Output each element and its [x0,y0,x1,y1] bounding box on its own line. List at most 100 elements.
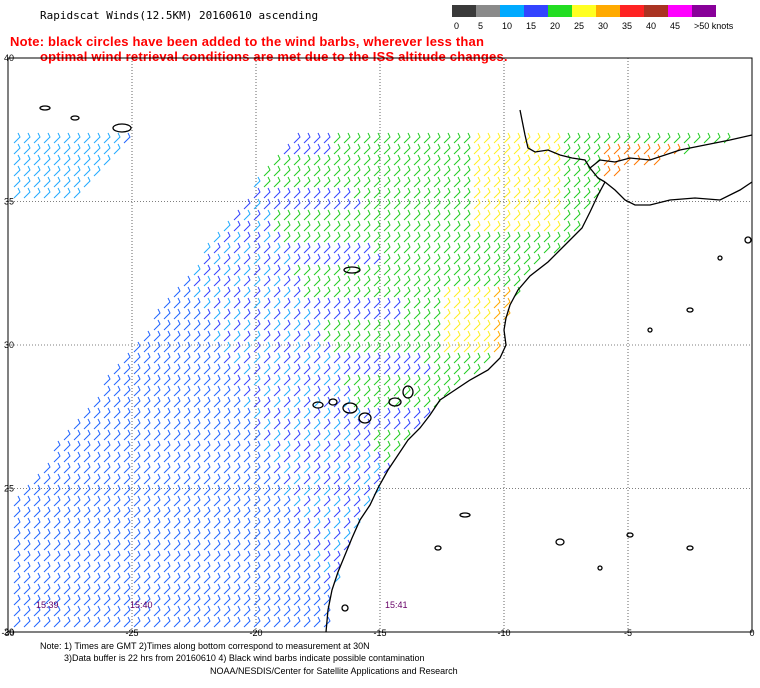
wind-barb [113,616,121,628]
wind-barb [83,605,91,617]
wind-barb [263,451,271,463]
wind-barb [313,275,321,287]
wind-barb [233,605,241,617]
wind-barb [433,286,441,298]
wind-barb [283,407,291,419]
wind-barb [303,231,311,243]
wind-barb [23,506,31,518]
wind-barb [173,286,181,298]
wind-barb [553,198,561,210]
wind-barb [563,176,571,188]
wind-barb [293,451,301,463]
wind-barb [73,143,81,155]
wind-barb [493,242,501,254]
wind-barb [353,385,361,397]
wind-barb [403,220,411,232]
wind-barb [333,572,341,584]
wind-barb [103,473,111,485]
wind-barb [393,253,401,265]
wind-barb [193,374,201,386]
wind-barb [523,154,531,166]
wind-barb [473,209,481,221]
wind-barb [283,550,291,562]
wind-barb [243,319,251,331]
wind-barb [453,242,461,254]
wind-barb [303,132,311,144]
wind-barb [543,154,551,166]
wind-barb [103,495,111,507]
wind-barb [503,198,511,210]
wind-barb [63,517,71,529]
wind-barb [313,165,321,177]
wind-barb [473,154,481,166]
wind-barb [443,341,451,353]
wind-barb [63,165,71,177]
wind-barb [273,517,281,529]
wind-barb [473,297,481,309]
wind-barb [83,154,91,166]
wind-barb [253,286,261,298]
wind-barb [333,143,341,155]
wind-barb [443,187,451,199]
wind-barb [593,132,601,144]
wind-barb [273,264,281,276]
wind-barb [333,495,341,507]
wind-barb [613,154,621,166]
wind-barb [113,583,121,595]
wind-barb [223,330,231,342]
wind-barb [183,374,191,386]
wind-barb [523,231,531,243]
footer-note-line2: 3)Data buffer is 22 hrs from 20160610 4)… [64,653,425,663]
wind-barb [273,242,281,254]
wind-barb [423,220,431,232]
wind-barb [373,264,381,276]
wind-barb [413,132,421,144]
wind-barb [443,231,451,243]
wind-barb [383,253,391,265]
latitude-label: 20 [4,627,14,637]
wind-barb [53,605,61,617]
wind-barb [243,275,251,287]
wind-barb [283,297,291,309]
wind-barb [203,583,211,595]
wind-barb [243,198,251,210]
wind-barb [363,132,371,144]
wind-barb [293,385,301,397]
wind-barb [243,242,251,254]
wind-barb [243,561,251,573]
wind-barb [243,506,251,518]
wind-barb [473,319,481,331]
wind-barb [163,616,171,628]
wind-barb [143,583,151,595]
wind-barb [333,407,341,419]
wind-barb [513,220,521,232]
wind-barb [433,352,441,364]
wind-barb [283,330,291,342]
wind-barb [523,253,531,265]
wind-barb [13,594,21,606]
wind-barb [53,550,61,562]
wind-barb [53,473,61,485]
wind-barb [33,528,41,540]
wind-barb [23,176,31,188]
wind-barb [413,330,421,342]
wind-barb [233,583,241,595]
color-scale-label: 25 [574,21,585,31]
wind-barb [413,209,421,221]
wind-barb [543,209,551,221]
coastline [39,105,753,633]
wind-barb [523,176,531,188]
wind-barb [143,495,151,507]
wind-barb [383,264,391,276]
wind-barb [203,550,211,562]
wind-barb [233,440,241,452]
wind-barb [353,231,361,243]
latitude-label: 25 [4,484,14,494]
wind-barb [253,473,261,485]
wind-barb [353,418,361,430]
wind-barb [133,374,141,386]
wind-barb [393,198,401,210]
wind-barb [93,594,101,606]
wind-barb [23,572,31,584]
